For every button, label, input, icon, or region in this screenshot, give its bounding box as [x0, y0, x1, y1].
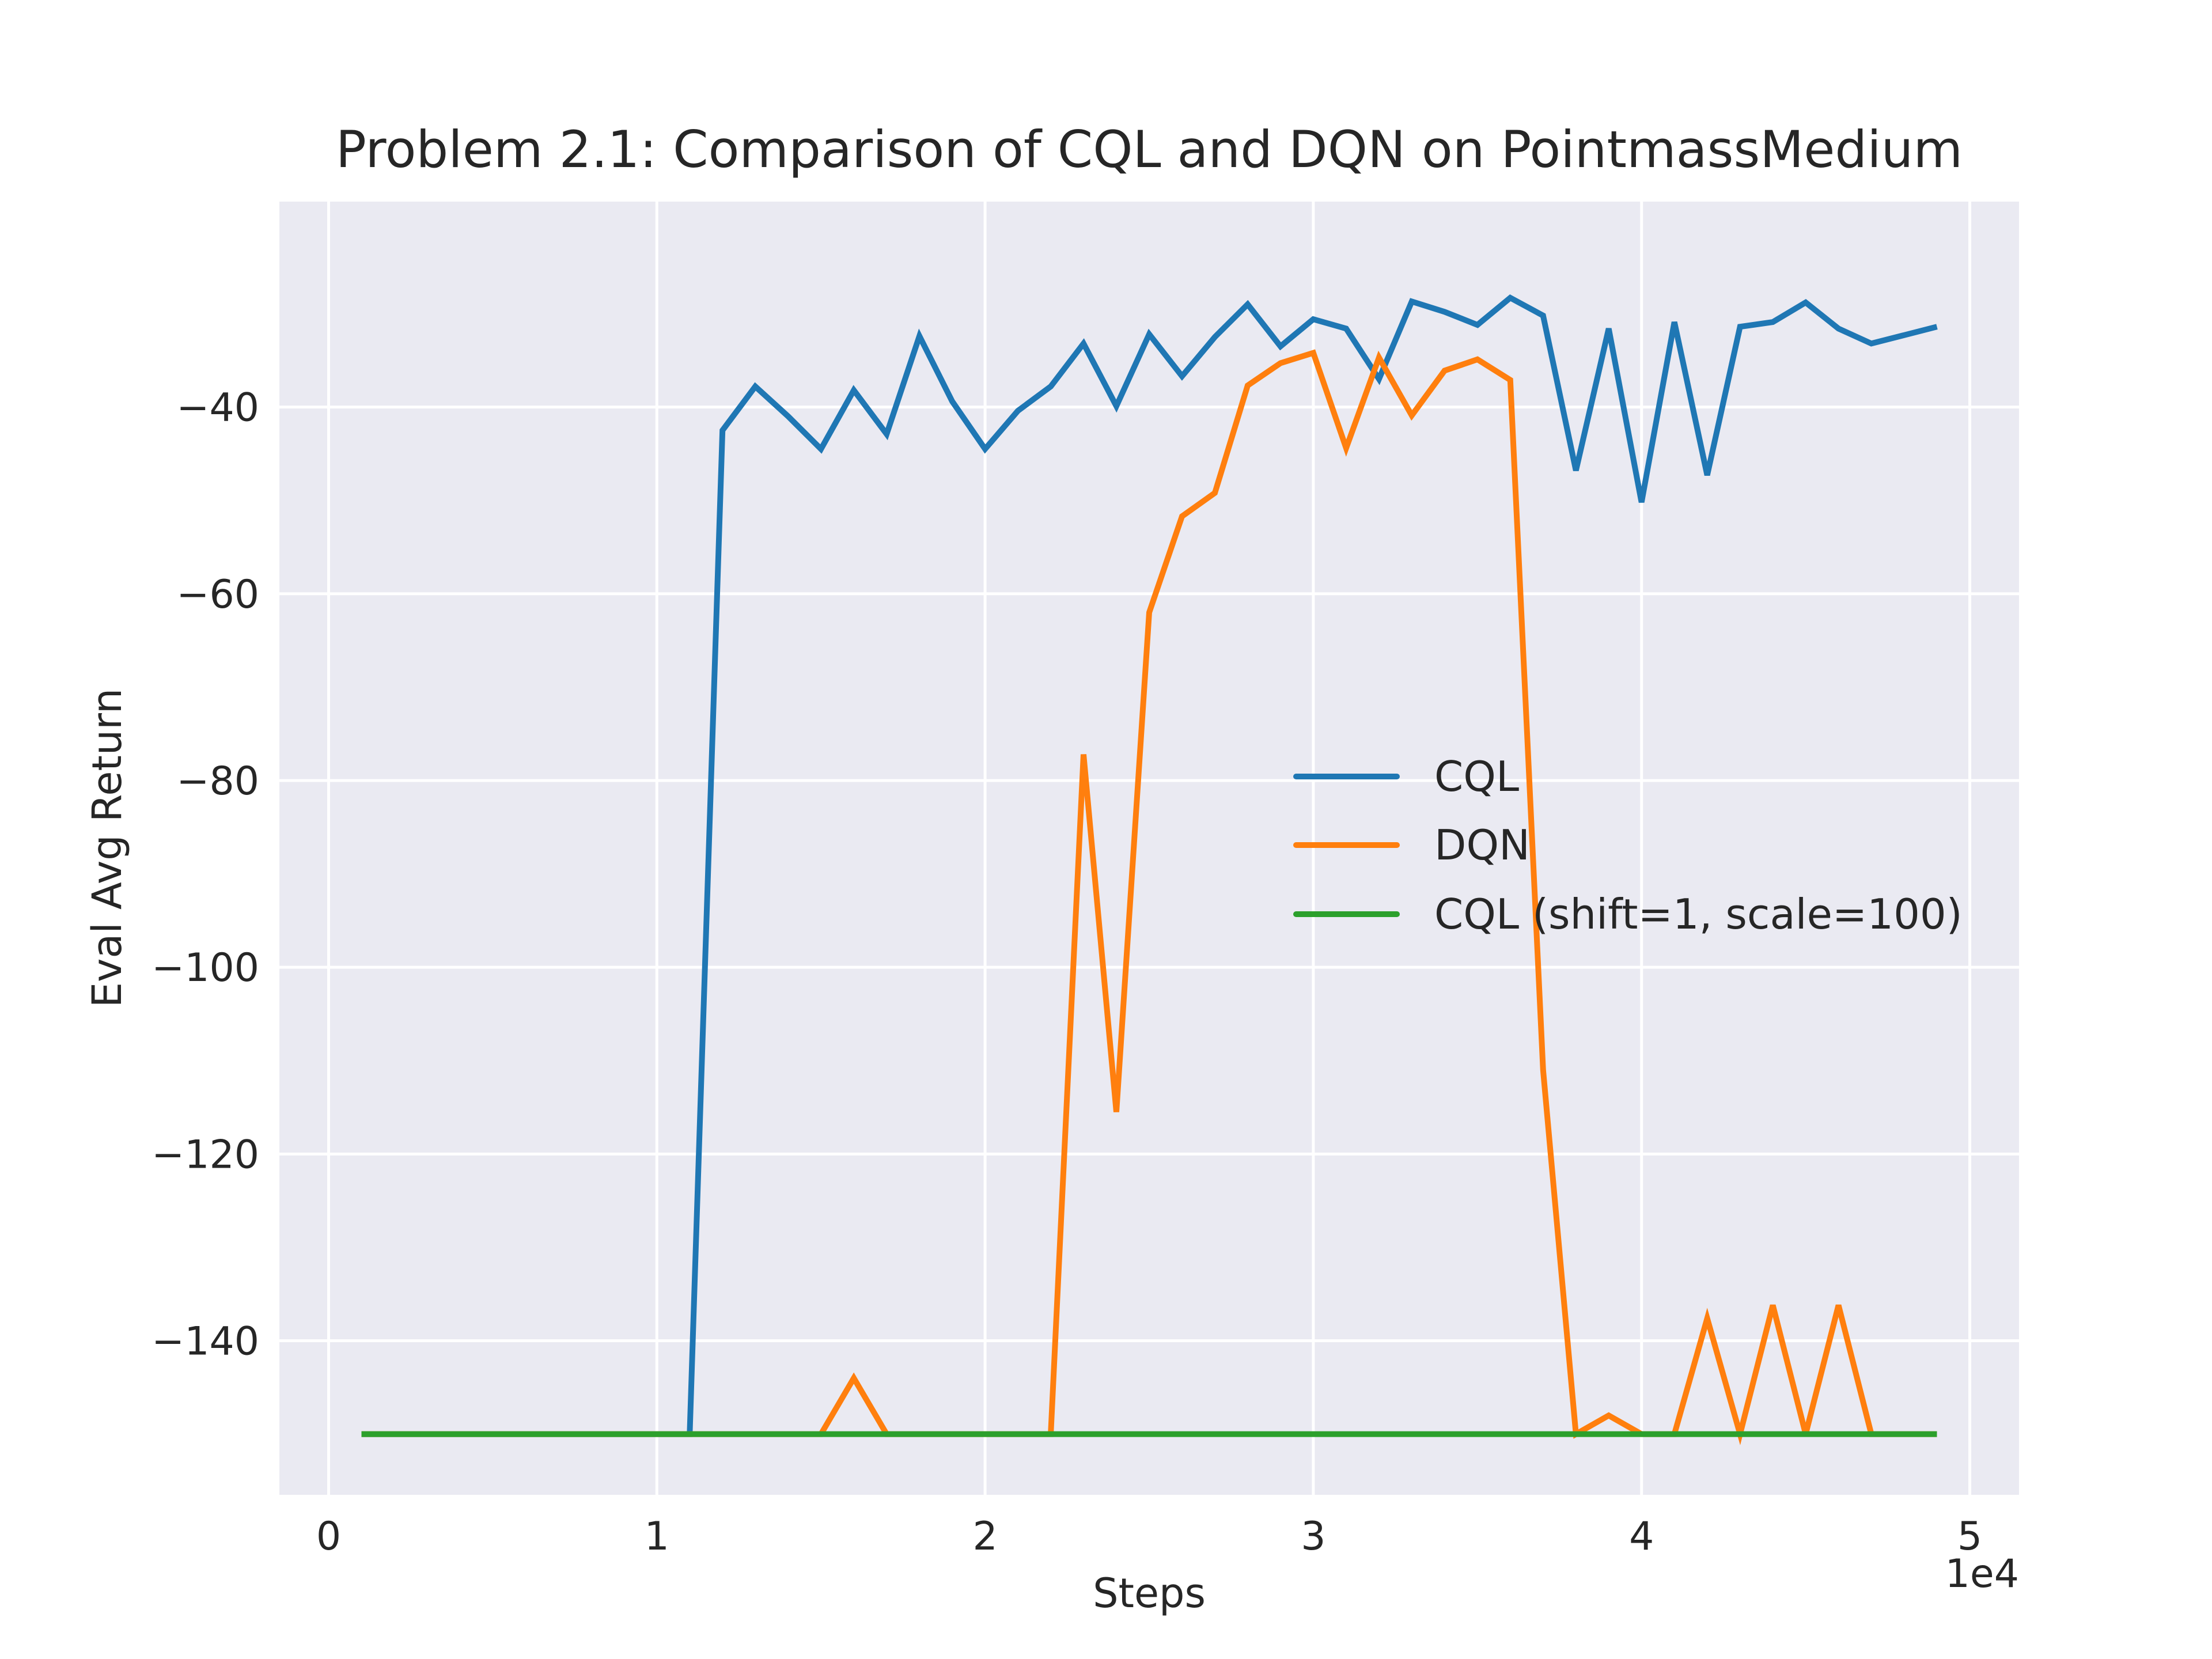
- x-tick-label: 2: [972, 1514, 997, 1559]
- y-tick-label: −80: [176, 759, 259, 804]
- y-tick-label: −60: [176, 572, 259, 618]
- y-axis-label: Eval Avg Return: [84, 688, 131, 1007]
- y-tick-label: −40: [176, 385, 259, 431]
- legend-label-cql: CQL: [1434, 752, 1519, 801]
- x-tick-label: 0: [316, 1514, 341, 1559]
- x-tick-label: 3: [1301, 1514, 1325, 1559]
- plot-area: [279, 202, 2019, 1495]
- legend-label-cql-shift: CQL (shift=1, scale=100): [1434, 890, 1963, 938]
- chart-title: Problem 2.1: Comparison of CQL and DQN o…: [336, 120, 1963, 179]
- tick-labels: 0 1 2 3 4 5 −140 −120 −100 −80 −60 −40: [151, 385, 1982, 1559]
- y-tick-label: −140: [151, 1319, 259, 1365]
- y-tick-label: −120: [151, 1132, 259, 1177]
- x-tick-label: 4: [1629, 1514, 1654, 1559]
- x-axis-offset-text: 1e4: [1945, 1551, 2019, 1597]
- series-lines: [361, 294, 1938, 1445]
- legend: CQL DQN CQL (shift=1, scale=100): [1293, 752, 1963, 938]
- y-tick-label: −100: [151, 945, 259, 991]
- x-tick-label: 5: [1957, 1514, 1982, 1559]
- legend-label-dqn: DQN: [1434, 821, 1530, 869]
- x-tick-label: 1: [645, 1514, 669, 1559]
- grid: [279, 202, 2019, 1495]
- x-axis-label: Steps: [1093, 1570, 1206, 1617]
